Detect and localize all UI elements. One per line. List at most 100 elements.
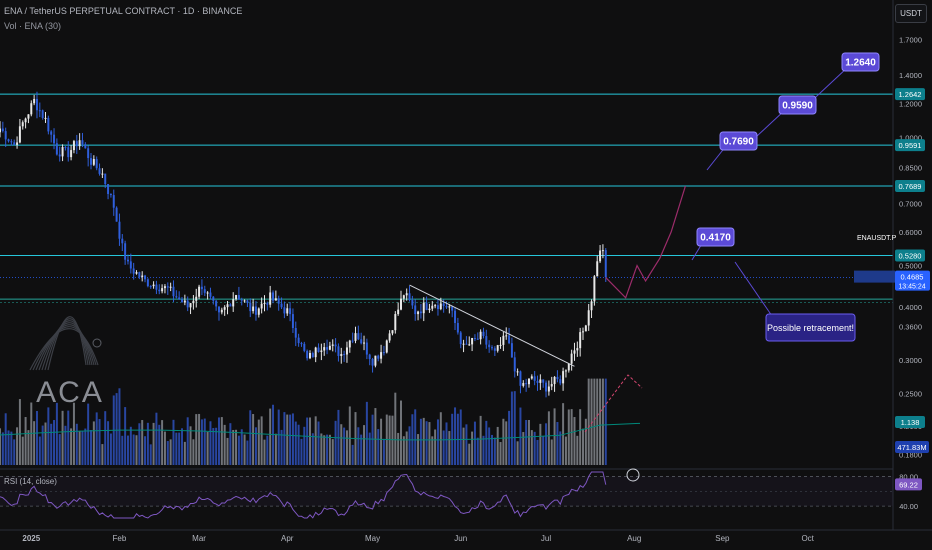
volume-bar [27, 430, 30, 465]
price-tick: 0.7000 [899, 199, 922, 208]
volume-bar [491, 434, 493, 465]
candle-body [38, 110, 41, 112]
volume-bar [44, 422, 47, 465]
candle-body [525, 383, 528, 385]
target-label: 1.2640 [845, 58, 876, 69]
candle-body [124, 243, 127, 260]
candle-body [542, 379, 545, 383]
candle-body [519, 371, 522, 386]
candle-body [24, 118, 27, 123]
volume-bar [374, 408, 377, 465]
volume-bar [161, 420, 164, 465]
volume-bar [200, 419, 203, 465]
candle-body [109, 193, 112, 196]
candle-body [527, 378, 530, 385]
volume-indicator-label[interactable]: Vol · ENA (30) [4, 21, 62, 31]
volume-bar [203, 418, 206, 465]
volume-bar [311, 433, 314, 465]
candle-body [380, 352, 383, 359]
candle-body [47, 117, 50, 132]
logo-stroke [47, 316, 87, 371]
volume-bar [564, 436, 567, 465]
candle-body [252, 306, 255, 312]
candle-body [169, 286, 172, 288]
volume-bar [84, 428, 87, 465]
volume-bar [482, 435, 485, 465]
volume-bar [189, 426, 192, 465]
price-tick: 1.7000 [899, 35, 922, 44]
candle-body [161, 288, 164, 292]
candle-body [357, 333, 360, 340]
logo-watermark: ACA [29, 316, 102, 409]
candle-body [181, 299, 184, 303]
volume-bar [243, 434, 246, 465]
candle-body [496, 345, 499, 351]
volume-bar [300, 438, 303, 465]
volume-bar [308, 417, 311, 465]
rsi-value-label: 69.22 [899, 480, 918, 489]
volume-bar [320, 433, 323, 465]
volume-bar [570, 409, 573, 465]
volume-bar [402, 436, 405, 465]
currency-unit-button[interactable]: USDT [895, 4, 927, 23]
volume-bar [283, 412, 286, 465]
volume-bar [87, 403, 90, 465]
volume-bar [547, 411, 550, 465]
volume-bar [414, 409, 417, 465]
candle-body [479, 331, 482, 340]
candle-body [155, 284, 158, 290]
candle-body [215, 300, 218, 307]
candle-body [223, 307, 226, 310]
volume-bar [459, 409, 462, 465]
candle-body [115, 207, 118, 222]
volume-bar [115, 393, 118, 465]
volume-bar [442, 430, 445, 465]
volume-bar [545, 423, 548, 465]
descending-trendline [409, 284, 575, 367]
countdown-label: 13:45:24 [898, 284, 925, 291]
candle-body [4, 131, 7, 140]
candle-body [53, 134, 56, 144]
candle-body [340, 354, 343, 356]
candle-body [92, 159, 95, 165]
volume-bar [397, 432, 400, 465]
price-tick: 0.6000 [899, 228, 922, 237]
candle-body [104, 173, 107, 184]
candle-body [530, 376, 533, 379]
candle-body [454, 310, 457, 324]
volume-bar [323, 435, 326, 465]
volume-bar [476, 437, 479, 465]
candle-body [431, 305, 434, 309]
volume-bar [505, 421, 508, 465]
volume-bar [38, 436, 41, 465]
candle-body [263, 303, 266, 305]
volume-bar [240, 429, 243, 465]
volume-bar [542, 436, 545, 465]
volume-bar [237, 435, 240, 465]
candle-body [129, 261, 132, 269]
candle-body [604, 250, 607, 278]
volume-bar [109, 433, 112, 465]
candle-body [326, 347, 329, 350]
volume-bar [67, 410, 70, 465]
candle-body [141, 275, 144, 277]
volume-bar [291, 413, 294, 465]
level-badge-label: 0.7689 [899, 182, 922, 191]
volume-bar [186, 417, 189, 465]
volume-bar [584, 418, 587, 465]
price-tick: 1.4000 [899, 71, 922, 80]
candle-body [0, 128, 1, 133]
candle-body [226, 304, 229, 308]
volume-bar [7, 430, 10, 465]
candle-body [135, 272, 138, 274]
volume-bar [522, 432, 525, 465]
candle-body [235, 295, 238, 300]
rsi-indicator-label[interactable]: RSI (14, close) [4, 477, 57, 486]
volume-bar [556, 422, 559, 465]
volume-bar [18, 399, 21, 465]
volume-bar [601, 378, 604, 465]
time-tick: Oct [801, 534, 814, 543]
candle-body [311, 353, 314, 358]
candle-body [246, 300, 249, 303]
